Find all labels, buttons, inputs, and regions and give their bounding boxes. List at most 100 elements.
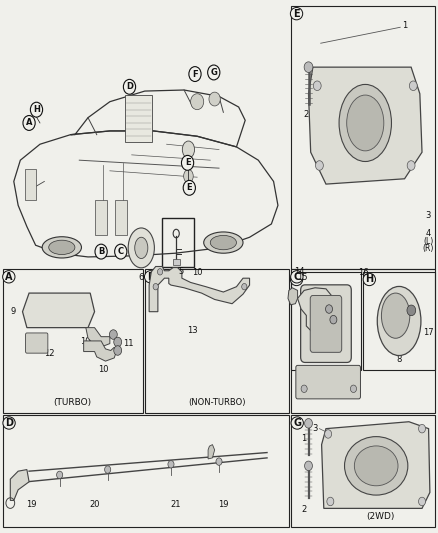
Circle shape <box>304 62 313 72</box>
Text: 18: 18 <box>294 391 305 400</box>
Polygon shape <box>308 67 422 184</box>
Polygon shape <box>22 293 95 328</box>
Ellipse shape <box>354 446 398 486</box>
Text: 17: 17 <box>423 328 434 337</box>
Ellipse shape <box>182 141 194 158</box>
Bar <box>125 95 152 142</box>
Text: E: E <box>293 9 300 19</box>
Circle shape <box>301 385 307 392</box>
Polygon shape <box>84 341 117 361</box>
Circle shape <box>407 305 416 316</box>
Text: E: E <box>187 183 192 192</box>
Polygon shape <box>11 470 29 500</box>
Text: 9: 9 <box>11 307 16 316</box>
Text: 10: 10 <box>98 365 109 374</box>
Ellipse shape <box>128 228 154 268</box>
Text: 3: 3 <box>312 424 317 433</box>
Ellipse shape <box>210 236 237 250</box>
Circle shape <box>304 461 312 471</box>
Text: 21: 21 <box>170 500 180 510</box>
Circle shape <box>30 102 42 117</box>
Circle shape <box>57 471 63 479</box>
Circle shape <box>419 424 426 433</box>
Text: F: F <box>192 70 198 78</box>
FancyBboxPatch shape <box>310 295 342 352</box>
Circle shape <box>327 497 334 506</box>
Circle shape <box>209 92 220 106</box>
Ellipse shape <box>135 237 148 259</box>
Polygon shape <box>149 266 250 312</box>
Circle shape <box>191 94 204 110</box>
Circle shape <box>114 346 122 356</box>
Circle shape <box>105 466 111 473</box>
Text: 2: 2 <box>301 505 307 514</box>
Circle shape <box>304 418 312 428</box>
Text: 11: 11 <box>123 339 134 348</box>
Circle shape <box>216 458 222 465</box>
Circle shape <box>183 180 195 195</box>
Circle shape <box>330 316 337 324</box>
Polygon shape <box>86 328 110 348</box>
Circle shape <box>350 385 357 392</box>
Circle shape <box>157 269 162 275</box>
Circle shape <box>315 161 323 170</box>
Text: 8: 8 <box>396 355 402 364</box>
Ellipse shape <box>339 84 392 161</box>
Text: 6: 6 <box>138 273 144 282</box>
Bar <box>363 272 435 370</box>
Circle shape <box>419 497 426 506</box>
Circle shape <box>114 337 122 347</box>
Ellipse shape <box>42 237 81 258</box>
Text: 10: 10 <box>81 337 91 346</box>
Text: 4: 4 <box>425 229 431 238</box>
Circle shape <box>407 161 415 170</box>
Bar <box>291 269 435 413</box>
Bar <box>162 217 194 266</box>
Ellipse shape <box>204 232 243 253</box>
Text: 2: 2 <box>304 110 309 119</box>
Text: 20: 20 <box>89 500 100 510</box>
Text: 19: 19 <box>26 500 36 510</box>
Ellipse shape <box>184 169 193 183</box>
Text: D: D <box>126 82 133 91</box>
Text: (R): (R) <box>422 245 434 254</box>
Circle shape <box>208 65 220 80</box>
Circle shape <box>325 305 332 313</box>
Ellipse shape <box>49 240 75 255</box>
Circle shape <box>110 330 117 340</box>
Text: (NON-TURBO): (NON-TURBO) <box>188 398 246 407</box>
Text: 10: 10 <box>192 268 202 277</box>
Text: B: B <box>147 272 154 282</box>
Circle shape <box>115 244 127 259</box>
FancyBboxPatch shape <box>300 285 351 362</box>
Circle shape <box>23 116 35 131</box>
Ellipse shape <box>345 437 408 495</box>
Text: F: F <box>293 274 300 285</box>
Bar <box>291 272 361 370</box>
Bar <box>3 269 143 413</box>
Text: (2WD): (2WD) <box>366 512 395 521</box>
Text: H: H <box>33 105 40 114</box>
FancyBboxPatch shape <box>25 333 48 353</box>
Text: D: D <box>5 418 13 428</box>
Circle shape <box>189 67 201 82</box>
Circle shape <box>242 284 247 290</box>
Text: 15: 15 <box>297 273 308 282</box>
Text: G: G <box>210 68 217 77</box>
Text: 7: 7 <box>323 353 328 362</box>
Text: C: C <box>293 272 300 282</box>
Text: G: G <box>293 418 301 428</box>
Circle shape <box>153 284 158 290</box>
Text: 14: 14 <box>294 266 304 276</box>
Text: 1: 1 <box>301 434 307 443</box>
Circle shape <box>95 244 107 259</box>
Text: (L): (L) <box>424 237 434 246</box>
Bar <box>95 200 107 235</box>
Text: (TURBO): (TURBO) <box>54 398 92 407</box>
Bar <box>25 169 35 200</box>
Bar <box>115 200 127 235</box>
Text: 5: 5 <box>178 266 183 276</box>
FancyBboxPatch shape <box>296 366 360 399</box>
Ellipse shape <box>347 95 384 151</box>
Polygon shape <box>288 288 297 305</box>
